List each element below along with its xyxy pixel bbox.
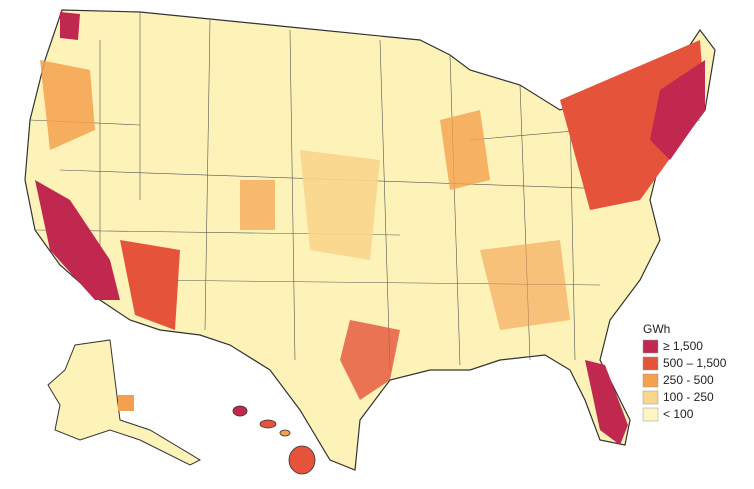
legend-label: 500 – 1,500 (663, 356, 727, 370)
legend-swatch (642, 390, 659, 405)
legend-label: ≥ 1,500 (663, 339, 703, 353)
region (240, 180, 275, 230)
alaska-area (118, 395, 134, 411)
region (35, 180, 120, 300)
region (480, 240, 570, 330)
region (300, 150, 380, 260)
mainland (24, 9, 716, 471)
hawaii (232, 405, 316, 475)
region (585, 360, 628, 445)
island (279, 429, 291, 437)
island (288, 445, 316, 475)
legend-label: 250 - 500 (663, 373, 714, 387)
region (650, 60, 705, 160)
legend-swatch (642, 407, 659, 422)
high-use-areas (35, 12, 705, 445)
legend-label: 100 - 250 (663, 390, 714, 404)
legend: GWh ≥ 1,500 500 – 1,500 250 - 500 100 - 250… (642, 322, 727, 422)
legend-swatch (642, 356, 659, 371)
region (340, 320, 400, 400)
legend-label: < 100 (663, 407, 694, 421)
island (259, 419, 277, 429)
region (60, 12, 80, 40)
legend-swatch (642, 339, 659, 354)
legend-title: GWh (643, 322, 670, 336)
legend-swatch (642, 373, 659, 388)
region (40, 60, 95, 150)
region (560, 40, 705, 210)
region (120, 240, 180, 330)
region (440, 110, 490, 190)
alaska (47, 339, 202, 466)
island (232, 405, 248, 417)
